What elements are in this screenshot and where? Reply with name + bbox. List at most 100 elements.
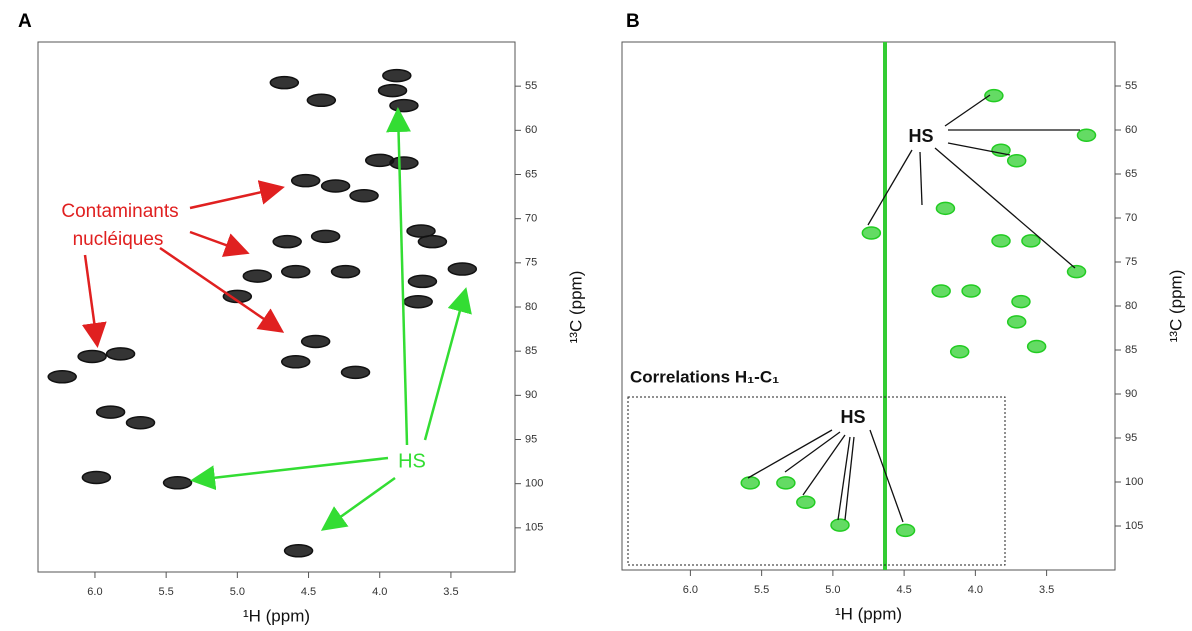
x-tick-label: 5.5 <box>159 586 174 598</box>
arrow <box>386 107 412 446</box>
peak <box>389 98 419 113</box>
plot-frame <box>621 41 1116 571</box>
peak <box>776 476 796 490</box>
x-tick-label: 4.5 <box>896 584 911 596</box>
annotations-a: Contaminants nucléiques HS <box>61 107 472 531</box>
peak <box>1021 234 1041 248</box>
annotation: Contaminants <box>61 201 178 222</box>
x-axis-title: ¹H (ppm) <box>835 604 902 623</box>
pointer <box>784 431 841 473</box>
y-tick-label: 55 <box>525 80 537 92</box>
y-tick-label: 90 <box>1125 388 1137 400</box>
panel-label: B <box>626 11 640 32</box>
peak <box>105 347 136 361</box>
peak <box>961 284 981 298</box>
x-tick-label: 3.5 <box>443 586 458 598</box>
peak <box>242 269 273 283</box>
peak <box>1076 128 1097 143</box>
peak <box>1026 339 1047 354</box>
pointer <box>947 142 1011 156</box>
peak <box>95 405 126 419</box>
y-tick-label: 95 <box>525 433 537 445</box>
arrow <box>320 476 396 531</box>
y-tick-label: 60 <box>1125 124 1137 136</box>
pointer <box>802 434 846 496</box>
y-tick-label: 105 <box>1125 520 1143 532</box>
x-tick-label: 6.0 <box>87 586 102 598</box>
arrow <box>423 287 472 441</box>
annotation: HS <box>840 407 865 427</box>
peak <box>895 523 916 538</box>
panel-a: A 6.0 5.5 5.0 4.5 4.0 3.5 55 60 65 70 75 80 85 90 95 100… <box>18 11 585 625</box>
peak <box>349 188 379 203</box>
y-tick-label: 95 <box>1125 432 1137 444</box>
peak <box>300 334 331 349</box>
peak <box>81 470 112 485</box>
pointer <box>934 147 1076 269</box>
x-tick-label: 5.5 <box>754 584 769 596</box>
peak <box>417 234 448 249</box>
annotations-b: HS Correlations H₁-C₁ HS <box>627 94 1080 566</box>
y-tick-label: 65 <box>1125 168 1137 180</box>
arrow <box>159 246 285 333</box>
peak <box>935 201 956 216</box>
x-tick-label: 5.0 <box>825 584 840 596</box>
y-tick-label: 100 <box>525 478 543 490</box>
peak <box>389 156 419 170</box>
y-tick-label: 75 <box>1125 256 1137 268</box>
panel-b: B 6.0 5.5 5.0 4.5 4.0 3.5 55 60 65 70 75 80 85 90 95 100… <box>621 11 1185 623</box>
panel-label: A <box>18 11 32 32</box>
peak <box>447 262 478 276</box>
peak <box>403 294 433 309</box>
x-tick-label: 5.0 <box>230 586 245 598</box>
y-tick-label: 80 <box>1125 300 1137 312</box>
x-axis-title: ¹H (ppm) <box>243 606 310 625</box>
annotation: HS <box>398 450 426 472</box>
y-tick-label: 75 <box>525 257 537 269</box>
y-axis-title: ¹³C (ppm) <box>1166 270 1185 343</box>
x-tick-label: 4.5 <box>301 586 316 598</box>
peak <box>283 544 314 558</box>
pointer <box>944 94 991 127</box>
peak <box>222 289 253 304</box>
pointer <box>919 151 923 206</box>
peak <box>290 173 321 188</box>
y-tick-label: 90 <box>525 389 537 401</box>
peak <box>280 355 311 369</box>
pointer <box>869 429 904 523</box>
y-tick-label: 100 <box>1125 476 1143 488</box>
arrow <box>189 230 250 257</box>
peak <box>162 476 193 490</box>
peak <box>310 229 341 244</box>
x-tick-label: 4.0 <box>968 584 983 596</box>
y-tick-label: 80 <box>525 301 537 313</box>
peak <box>861 226 882 240</box>
peak <box>949 345 970 359</box>
peak <box>796 495 816 509</box>
peak <box>272 234 302 249</box>
peak <box>269 75 300 90</box>
y-tick-label: 65 <box>525 168 537 180</box>
y-tick-label: 85 <box>525 345 537 357</box>
arrow <box>189 180 285 210</box>
pointer <box>867 149 913 226</box>
peak <box>280 264 311 279</box>
y-tick-label: 70 <box>525 213 537 225</box>
annotation: Correlations H₁-C₁ <box>630 367 779 386</box>
peak <box>125 415 156 430</box>
peak <box>931 284 951 298</box>
peak <box>1006 315 1027 329</box>
annotation: HS <box>908 126 933 146</box>
y-axis-title: ¹³C (ppm) <box>566 271 585 344</box>
peak <box>991 234 1011 248</box>
plot-frame <box>37 41 516 573</box>
y-tick-label: 60 <box>525 124 537 136</box>
peak <box>1066 264 1087 279</box>
peak <box>406 224 436 238</box>
pointer <box>844 436 855 521</box>
peak <box>330 264 361 279</box>
peak <box>320 179 351 193</box>
arrow <box>81 254 107 348</box>
annotation: nucléiques <box>73 229 164 250</box>
